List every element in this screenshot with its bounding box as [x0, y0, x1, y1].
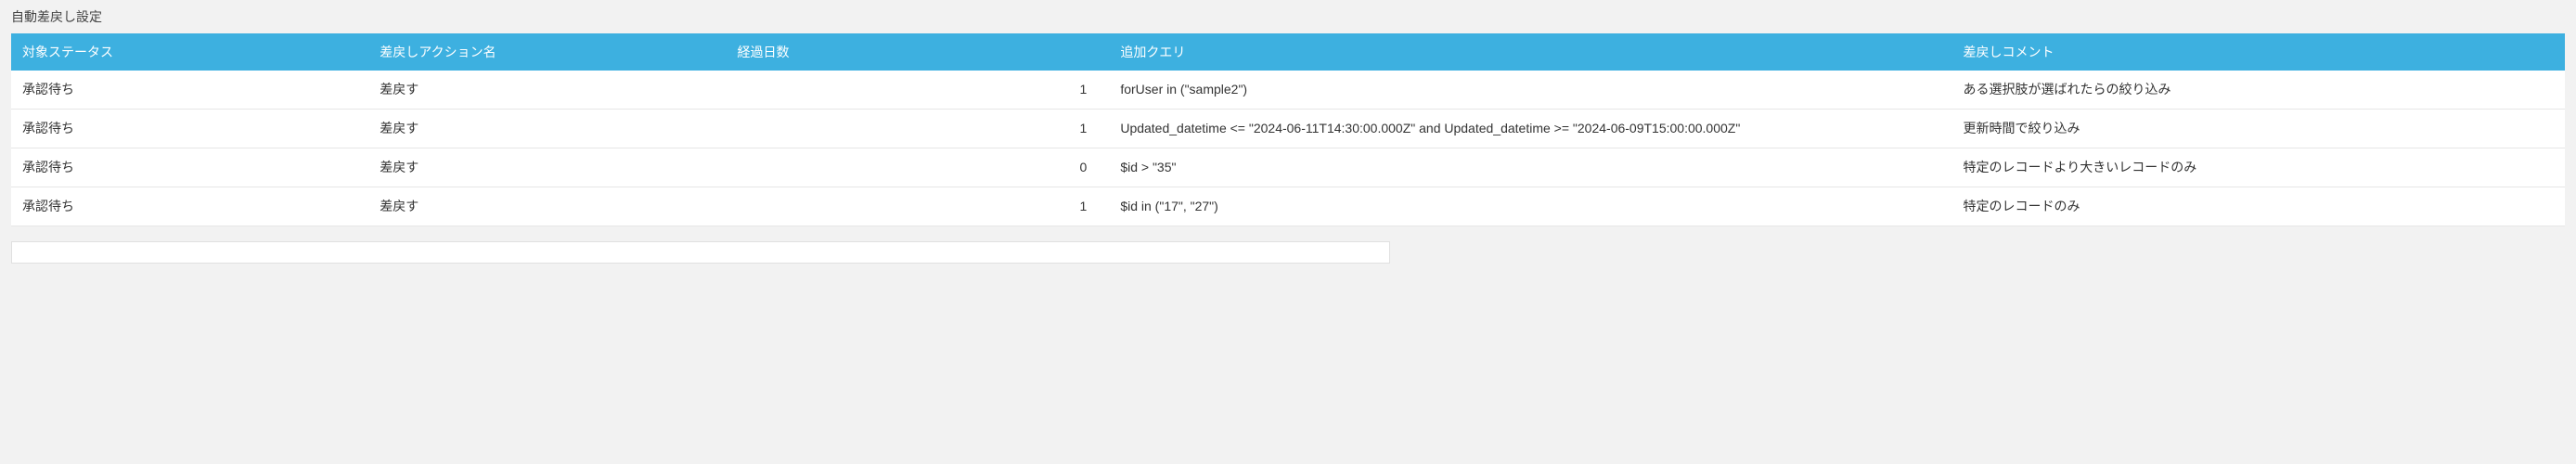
cell-days: 1: [727, 110, 1110, 148]
col-header-query: 追加クエリ: [1109, 33, 1951, 71]
cell-query: $id in ("17", "27"): [1109, 187, 1951, 226]
cell-status: 承認待ち: [11, 187, 368, 226]
cell-query: Updated_datetime <= "2024-06-11T14:30:00…: [1109, 110, 1951, 148]
cell-action: 差戻す: [368, 187, 726, 226]
cell-action: 差戻す: [368, 71, 726, 110]
cell-comment: 特定のレコードのみ: [1951, 187, 2565, 226]
bottom-panel: [11, 241, 1390, 264]
table-row[interactable]: 承認待ち 差戻す 0 $id > "35" 特定のレコードより大きいレコードのみ: [11, 148, 2565, 187]
table-row[interactable]: 承認待ち 差戻す 1 Updated_datetime <= "2024-06-…: [11, 110, 2565, 148]
cell-query: forUser in ("sample2"): [1109, 71, 1951, 110]
cell-status: 承認待ち: [11, 110, 368, 148]
cell-comment: 更新時間で絞り込み: [1951, 110, 2565, 148]
cell-action: 差戻す: [368, 110, 726, 148]
cell-comment: ある選択肢が選ばれたらの絞り込み: [1951, 71, 2565, 110]
cell-query: $id > "35": [1109, 148, 1951, 187]
col-header-status: 対象ステータス: [11, 33, 368, 71]
table-row[interactable]: 承認待ち 差戻す 1 $id in ("17", "27") 特定のレコードのみ: [11, 187, 2565, 226]
auto-remand-table: 対象ステータス 差戻しアクション名 経過日数 追加クエリ 差戻しコメント 承認待…: [11, 33, 2565, 226]
cell-days: 1: [727, 71, 1110, 110]
cell-action: 差戻す: [368, 148, 726, 187]
cell-days: 0: [727, 148, 1110, 187]
table-row[interactable]: 承認待ち 差戻す 1 forUser in ("sample2") ある選択肢が…: [11, 71, 2565, 110]
cell-days: 1: [727, 187, 1110, 226]
cell-status: 承認待ち: [11, 71, 368, 110]
panel-title: 自動差戻し設定: [11, 7, 2565, 26]
col-header-days: 経過日数: [727, 33, 1110, 71]
cell-comment: 特定のレコードより大きいレコードのみ: [1951, 148, 2565, 187]
col-header-comment: 差戻しコメント: [1951, 33, 2565, 71]
cell-status: 承認待ち: [11, 148, 368, 187]
table-header-row: 対象ステータス 差戻しアクション名 経過日数 追加クエリ 差戻しコメント: [11, 33, 2565, 71]
col-header-action: 差戻しアクション名: [368, 33, 726, 71]
